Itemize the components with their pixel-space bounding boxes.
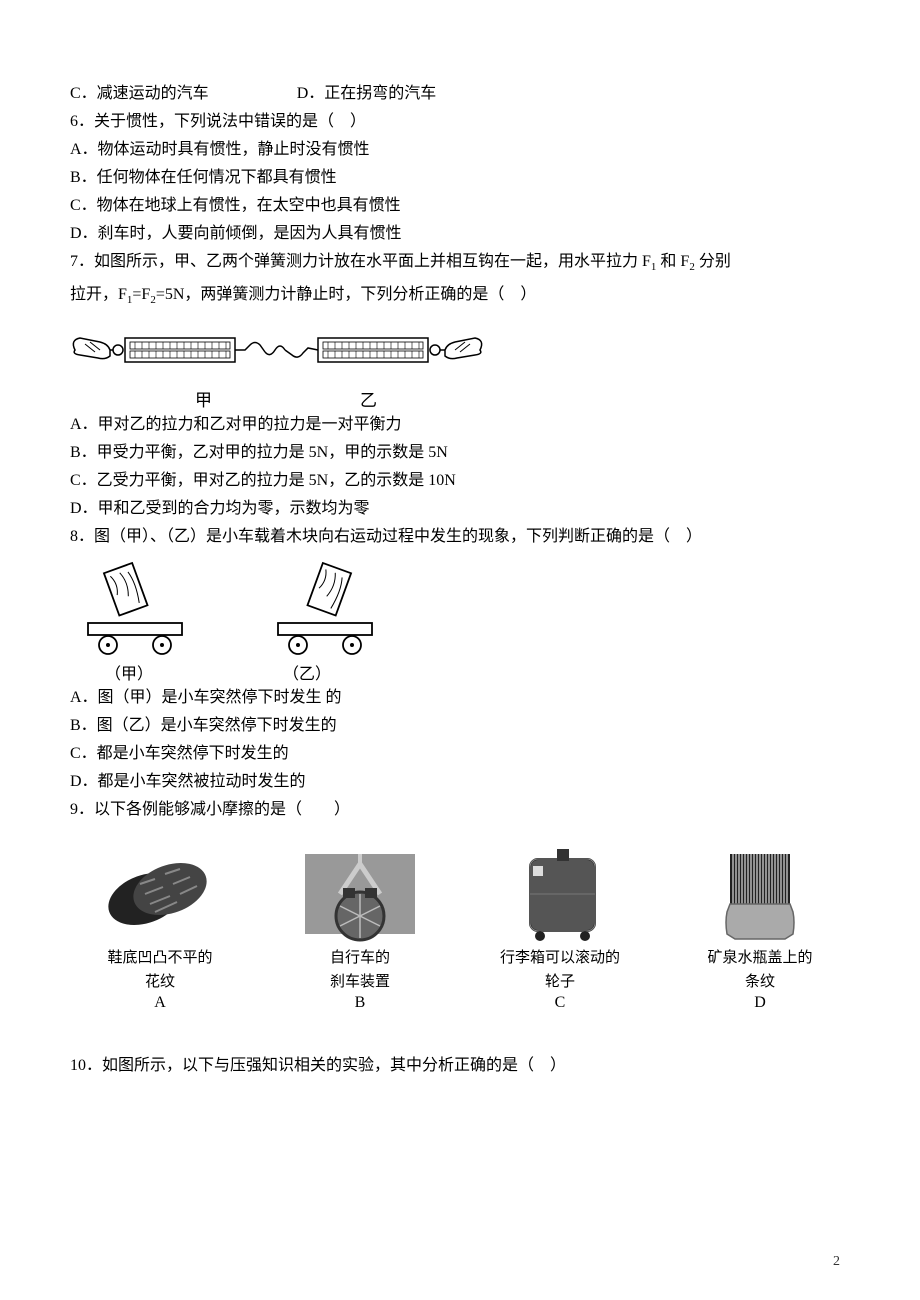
bottle-cap-icon — [695, 844, 825, 944]
cart-yi-icon — [270, 561, 380, 656]
q6-opt-b: B．任何物体在任何情况下都具有惯性 — [70, 164, 850, 192]
q8-stem: 8．图（甲）、（乙）是小车载着木块向右运动过程中发生的现象，下列判断正确的是（ … — [70, 523, 850, 551]
q7-label-jia: 甲 — [195, 386, 212, 411]
q10-stem: 10．如图所示，以下与压强知识相关的实验，其中分析正确的是（ ） — [70, 1052, 850, 1080]
q7-opt-b: B．甲受力平衡，乙对甲的拉力是 5N，甲的示数是 5N — [70, 439, 850, 467]
q9-letter-b: B — [355, 994, 366, 1012]
q7-line2b: =F — [132, 286, 150, 303]
q9-letter-a: A — [154, 994, 166, 1012]
spring-scales-icon — [70, 320, 490, 380]
q7-line2c: =5N，两弹簧测力计静止时，下列分析正确的是（ ） — [156, 286, 537, 303]
q8-opt-c: C．都是小车突然停下时发生的 — [70, 740, 850, 768]
q9-caption-b1: 自行车的 — [330, 948, 390, 968]
q9-caption-a1: 鞋底凹凸不平的 — [107, 948, 212, 968]
q9-letter-c: C — [555, 994, 566, 1012]
q8-figure — [80, 561, 850, 656]
q9-item-b: 自行车的 刹车装置 B — [280, 844, 440, 1012]
q9-item-a: 鞋底凹凸不平的 花纹 A — [80, 844, 240, 1012]
q7-figure — [70, 320, 850, 380]
q8-opt-a: A．图（甲）是小车突然停下时发生 的 — [70, 684, 850, 712]
q8-label-jia: （甲） — [105, 660, 153, 684]
q6-opt-c: C．物体在地球上有惯性，在太空中也具有惯性 — [70, 192, 850, 220]
q8-opt-d: D．都是小车突然被拉动时发生的 — [70, 768, 850, 796]
bike-brake-icon — [295, 844, 425, 944]
q9-caption-a2: 花纹 — [145, 972, 175, 992]
q7-figure-labels: 甲 乙 — [195, 386, 850, 411]
q8-label-yi: （乙） — [283, 660, 331, 684]
q9-caption-b2: 刹车装置 — [330, 972, 390, 992]
q9-figure-row: 鞋底凹凸不平的 花纹 A 自行车的 刹车装置 B — [70, 844, 850, 1012]
q7-stem-part2: 和 F — [656, 253, 689, 270]
q9-caption-c2: 轮子 — [545, 972, 575, 992]
q7-line2a: 拉开，F — [70, 286, 127, 303]
q8-figure-labels: （甲） （乙） — [105, 660, 850, 684]
q9-caption-d2: 条纹 — [745, 972, 775, 992]
shoe-sole-icon — [95, 844, 225, 944]
q9-letter-d: D — [754, 994, 766, 1012]
cart-jia-icon — [80, 561, 190, 656]
q7-stem-part1: 7．如图所示，甲、乙两个弹簧测力计放在水平面上并相互钩在一起，用水平拉力 F — [70, 253, 651, 270]
q7-opt-a: A．甲对乙的拉力和乙对甲的拉力是一对平衡力 — [70, 411, 850, 439]
q9-caption-c1: 行李箱可以滚动的 — [500, 948, 620, 968]
q9-caption-d1: 矿泉水瓶盖上的 — [707, 948, 812, 968]
q7-stem-part3: 分别 — [695, 253, 731, 270]
q7-label-yi: 乙 — [360, 386, 377, 411]
q7-opt-d: D．甲和乙受到的合力均为零，示数均为零 — [70, 495, 850, 523]
q5-opt-c: C．减速运动的汽车 — [70, 85, 209, 102]
q6-opt-a: A．物体运动时具有惯性，静止时没有惯性 — [70, 136, 850, 164]
q7-opt-c: C．乙受力平衡，甲对乙的拉力是 5N，乙的示数是 10N — [70, 467, 850, 495]
q7-stem-line1: 7．如图所示，甲、乙两个弹簧测力计放在水平面上并相互钩在一起，用水平拉力 F1 … — [70, 248, 850, 281]
page-number: 2 — [833, 1254, 840, 1270]
q9-item-c: 行李箱可以滚动的 轮子 C — [480, 844, 640, 1012]
q6-stem: 6．关于惯性，下列说法中错误的是（ ） — [70, 108, 850, 136]
q7-stem-line2: 拉开，F1=F2=5N，两弹簧测力计静止时，下列分析正确的是（ ） — [70, 281, 850, 314]
q6-opt-d: D．刹车时，人要向前倾倒，是因为人具有惯性 — [70, 220, 850, 248]
q9-stem: 9．以下各例能够减小摩擦的是（ ） — [70, 796, 850, 824]
q5-opt-d: D．正在拐弯的汽车 — [297, 85, 437, 102]
q9-item-d: 矿泉水瓶盖上的 条纹 D — [680, 844, 840, 1012]
q8-opt-b: B．图（乙）是小车突然停下时发生的 — [70, 712, 850, 740]
luggage-icon — [495, 844, 625, 944]
q5-options-cd: C．减速运动的汽车 D．正在拐弯的汽车 — [70, 80, 850, 108]
